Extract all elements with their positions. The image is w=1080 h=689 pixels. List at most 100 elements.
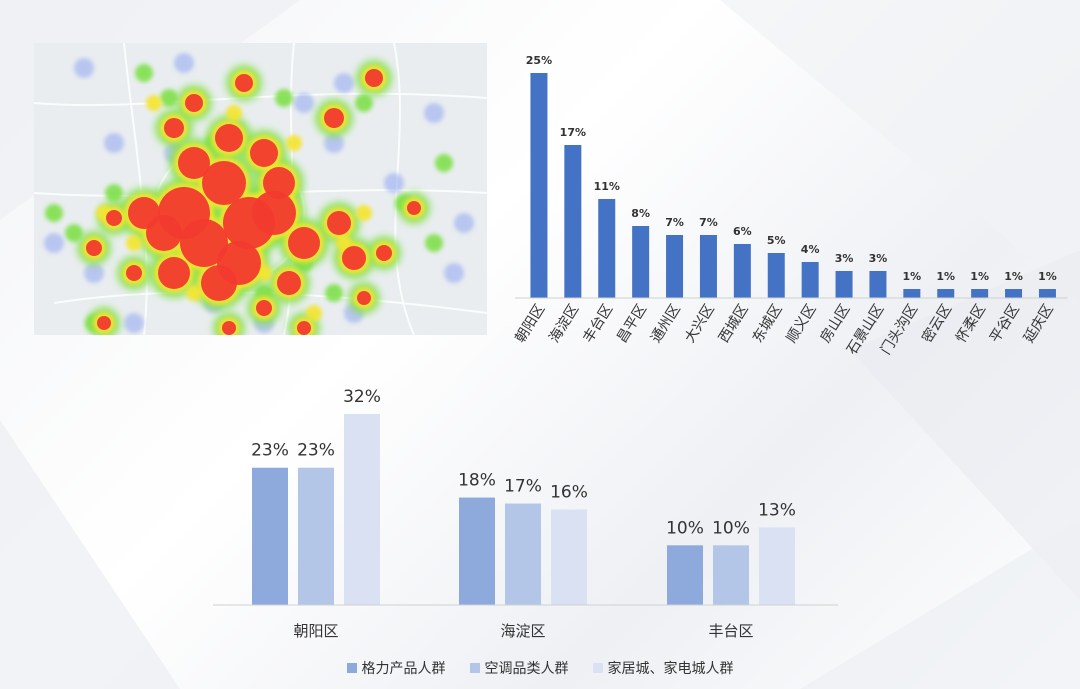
legend-item-gree: 格力产品人群	[346, 658, 446, 678]
district-bar	[903, 289, 921, 298]
crowd-value-label: 16%	[550, 483, 588, 503]
heat-spot-cool	[174, 53, 194, 73]
heat-spot-hot	[178, 147, 210, 179]
heat-spot-hot	[407, 201, 421, 215]
heat-spot-hot	[342, 246, 366, 270]
heat-spot-mid	[425, 234, 443, 252]
crowd-value-label: 13%	[758, 500, 796, 520]
heat-spot-hot	[250, 139, 278, 167]
legend-label-gree: 格力产品人群	[361, 661, 446, 677]
district-value-label: 3%	[869, 252, 888, 265]
heat-spot-hot	[263, 167, 295, 199]
heat-spot-mid	[65, 224, 83, 242]
heat-spot-hot	[164, 118, 184, 138]
district-bar	[801, 262, 819, 298]
heat-spot-mid	[160, 89, 178, 107]
map-road	[34, 92, 487, 107]
crowd-value-label: 18%	[458, 471, 496, 491]
heat-spot-warm	[286, 135, 302, 151]
heat-spot-mid	[105, 184, 123, 202]
crowd-value-label: 32%	[343, 387, 381, 407]
crowd-value-label: 23%	[297, 441, 335, 461]
heat-spot-cool	[74, 58, 94, 78]
crowd-bar	[667, 545, 703, 605]
heat-spot-hot	[277, 271, 301, 295]
crowd-category-label: 朝阳区	[293, 622, 338, 640]
district-bar	[632, 226, 650, 298]
crowd-value-label: 10%	[666, 518, 704, 538]
heat-spot-hot	[288, 227, 320, 259]
heat-spot-hot	[365, 69, 383, 87]
district-value-label: 17%	[560, 126, 586, 139]
heat-spot-hot	[202, 161, 246, 205]
heat-spot-warm	[306, 305, 322, 321]
heat-spot-warm	[146, 95, 162, 111]
heat-spot-hot	[180, 219, 228, 267]
heat-spot-hot	[252, 191, 296, 235]
district-bar	[564, 145, 582, 298]
district-value-label: 7%	[699, 216, 718, 229]
district-bars	[530, 73, 1056, 298]
district-value-label: 4%	[801, 243, 820, 256]
heat-spot-cool	[104, 133, 124, 153]
crowd-category-label: 丰台区	[708, 622, 753, 640]
district-value-label: 1%	[936, 270, 955, 283]
heat-spot-mid	[355, 94, 373, 112]
heat-spot-hot	[215, 124, 243, 152]
crowd-bar	[713, 545, 749, 605]
district-bar	[971, 289, 989, 298]
heat-spot-hot	[327, 211, 351, 235]
heat-spot-hot	[324, 108, 344, 128]
crowd-category-label: 海淀区	[500, 622, 545, 640]
heat-spot-cool	[384, 173, 404, 193]
heat-spot-mid	[325, 284, 343, 302]
legend-item-ac: 空调品类人群	[469, 658, 569, 678]
district-value-label: 6%	[733, 225, 752, 238]
crowd-bar	[298, 467, 334, 605]
district-bar	[733, 244, 751, 298]
crowd-bar	[551, 509, 587, 605]
heat-spot-mid	[135, 64, 153, 82]
heat-spot-cool	[324, 133, 344, 153]
heat-spot-warm	[356, 205, 372, 221]
heat-spot-hot	[297, 321, 311, 335]
crowd-bar	[459, 497, 495, 605]
district-bar	[530, 73, 548, 298]
district-value-label: 3%	[835, 252, 854, 265]
heat-spot-mid	[45, 204, 63, 222]
heat-spot-hot	[86, 240, 102, 256]
crowd-legend: 格力产品人群 空调品类人群 家居城、家电城人群	[0, 656, 1080, 680]
district-bar	[1005, 289, 1023, 298]
heat-spot-cool	[124, 313, 144, 333]
beijing-heatmap	[34, 43, 487, 335]
district-bar	[767, 253, 785, 298]
heat-spot-cool	[454, 213, 474, 233]
crowd-bar	[759, 527, 795, 605]
district-bar	[937, 289, 955, 298]
heat-spot-hot	[376, 245, 392, 261]
crowd-bars	[252, 414, 795, 605]
heat-spot-hot	[126, 265, 142, 281]
district-value-label: 5%	[767, 234, 786, 247]
heat-spot-hot	[235, 74, 253, 92]
district-bar	[835, 271, 853, 298]
district-value-label: 1%	[903, 270, 922, 283]
crowd-value-labels: 23% 23% 32% 18% 17% 16% 10% 10% 13%	[251, 387, 796, 538]
heat-spot-hot	[256, 300, 272, 316]
heat-spot-cool	[444, 263, 464, 283]
heat-spot-hot	[222, 321, 236, 335]
district-value-label: 1%	[1004, 270, 1023, 283]
district-value-label: 1%	[1038, 270, 1057, 283]
heat-spot-hot	[357, 291, 371, 305]
crowd-category-labels: 朝阳区 海淀区 丰台区	[293, 622, 753, 640]
legend-label-ac: 空调品类人群	[484, 661, 569, 677]
heat-spot-warm	[126, 235, 142, 251]
crowd-value-label: 17%	[504, 477, 542, 497]
district-bar	[699, 235, 717, 298]
district-bar	[1038, 289, 1056, 298]
heat-spot-hot	[201, 265, 237, 301]
heat-spot-cool	[84, 263, 104, 283]
district-value-label: 1%	[970, 270, 989, 283]
heat-spot-hot	[97, 316, 111, 330]
